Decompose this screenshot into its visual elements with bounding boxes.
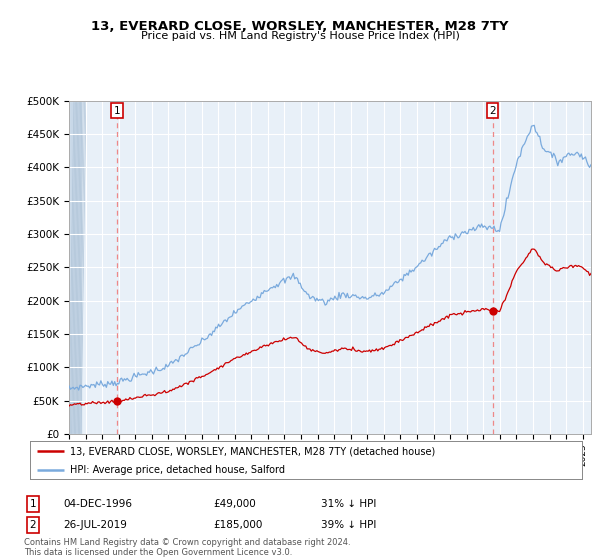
Text: 39% ↓ HPI: 39% ↓ HPI: [321, 520, 376, 530]
Text: 2: 2: [489, 106, 496, 116]
Text: 1: 1: [114, 106, 121, 116]
Text: Price paid vs. HM Land Registry's House Price Index (HPI): Price paid vs. HM Land Registry's House …: [140, 31, 460, 41]
Text: £49,000: £49,000: [213, 499, 256, 509]
Text: 13, EVERARD CLOSE, WORSLEY, MANCHESTER, M28 7TY: 13, EVERARD CLOSE, WORSLEY, MANCHESTER, …: [91, 20, 509, 32]
Text: 26-JUL-2019: 26-JUL-2019: [63, 520, 127, 530]
Text: Contains HM Land Registry data © Crown copyright and database right 2024.
This d: Contains HM Land Registry data © Crown c…: [24, 538, 350, 557]
Text: 2: 2: [29, 520, 37, 530]
Text: 13, EVERARD CLOSE, WORSLEY, MANCHESTER, M28 7TY (detached house): 13, EVERARD CLOSE, WORSLEY, MANCHESTER, …: [70, 446, 435, 456]
Text: HPI: Average price, detached house, Salford: HPI: Average price, detached house, Salf…: [70, 465, 285, 475]
Text: 04-DEC-1996: 04-DEC-1996: [63, 499, 132, 509]
Text: 31% ↓ HPI: 31% ↓ HPI: [321, 499, 376, 509]
Text: £185,000: £185,000: [213, 520, 262, 530]
Text: 1: 1: [29, 499, 37, 509]
